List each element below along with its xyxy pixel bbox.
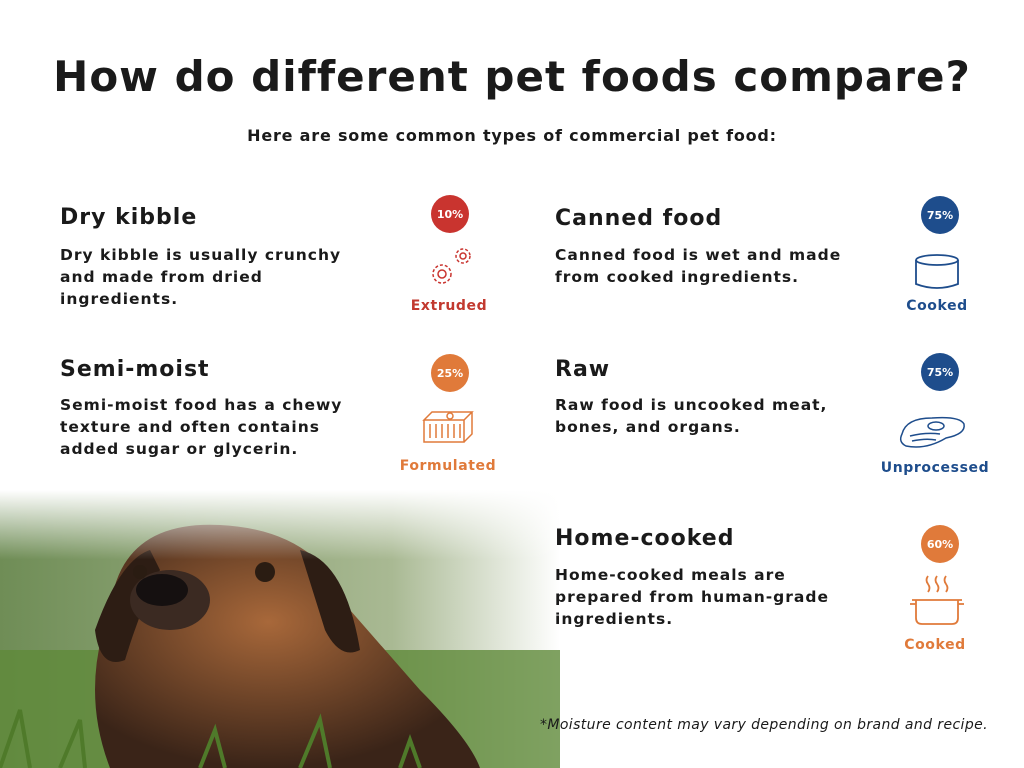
can-icon [915, 254, 959, 289]
item-description: Raw food is uncooked meat, bones, and org… [555, 394, 827, 438]
moisture-badge: 75% [921, 196, 959, 234]
process-label: Cooked [906, 298, 968, 314]
moisture-badge: 10% [431, 195, 469, 233]
footnote: *Moisture content may vary depending on … [539, 717, 988, 733]
item-name: Home-cooked [555, 526, 735, 551]
item-description: Dry kibble is usually crunchy and made fr… [60, 244, 341, 310]
desc-line: Raw food is uncooked meat, [555, 396, 828, 414]
desc-line: bones, and organs. [555, 418, 741, 436]
subtitle: Here are some common types of commercial… [247, 126, 777, 145]
title: How do different pet foods compare? [53, 52, 971, 101]
gears-icon [432, 248, 471, 284]
process-label: Cooked [904, 637, 966, 653]
process-label: Extruded [410, 298, 488, 314]
item-name: Canned food [555, 206, 723, 231]
item-description: Semi-moist food has a chewy texture and o… [60, 394, 342, 460]
dog-photo [0, 490, 560, 768]
desc-line: Semi-moist food has a chewy [60, 396, 343, 414]
desc-line: and made from dried [60, 268, 263, 286]
desc-line: added sugar or glycerin. [60, 440, 299, 458]
item-name: Semi-moist [60, 357, 210, 382]
process-label: Unprocessed [880, 460, 990, 476]
steak-icon [899, 416, 965, 448]
desc-line: Dry kibble is usually crunchy [60, 246, 342, 264]
moisture-badge: 25% [431, 354, 469, 392]
block-icon [422, 411, 474, 443]
desc-line: Home-cooked meals are [555, 566, 786, 584]
desc-line: Canned food is wet and made [555, 246, 842, 264]
pot-icon [910, 575, 964, 625]
desc-line: ingredients. [60, 290, 179, 308]
desc-line: prepared from human-grade [555, 588, 829, 606]
desc-line: ingredients. [555, 610, 674, 628]
process-label: Formulated [399, 458, 497, 474]
item-description: Canned food is wet and made from cooked i… [555, 244, 841, 288]
moisture-badge: 60% [921, 525, 959, 563]
moisture-badge: 75% [921, 353, 959, 391]
item-description: Home-cooked meals are prepared from human… [555, 564, 829, 630]
item-name: Dry kibble [60, 205, 198, 230]
desc-line: texture and often contains [60, 418, 320, 436]
desc-line: from cooked ingredients. [555, 268, 800, 286]
item-name: Raw [555, 357, 611, 382]
